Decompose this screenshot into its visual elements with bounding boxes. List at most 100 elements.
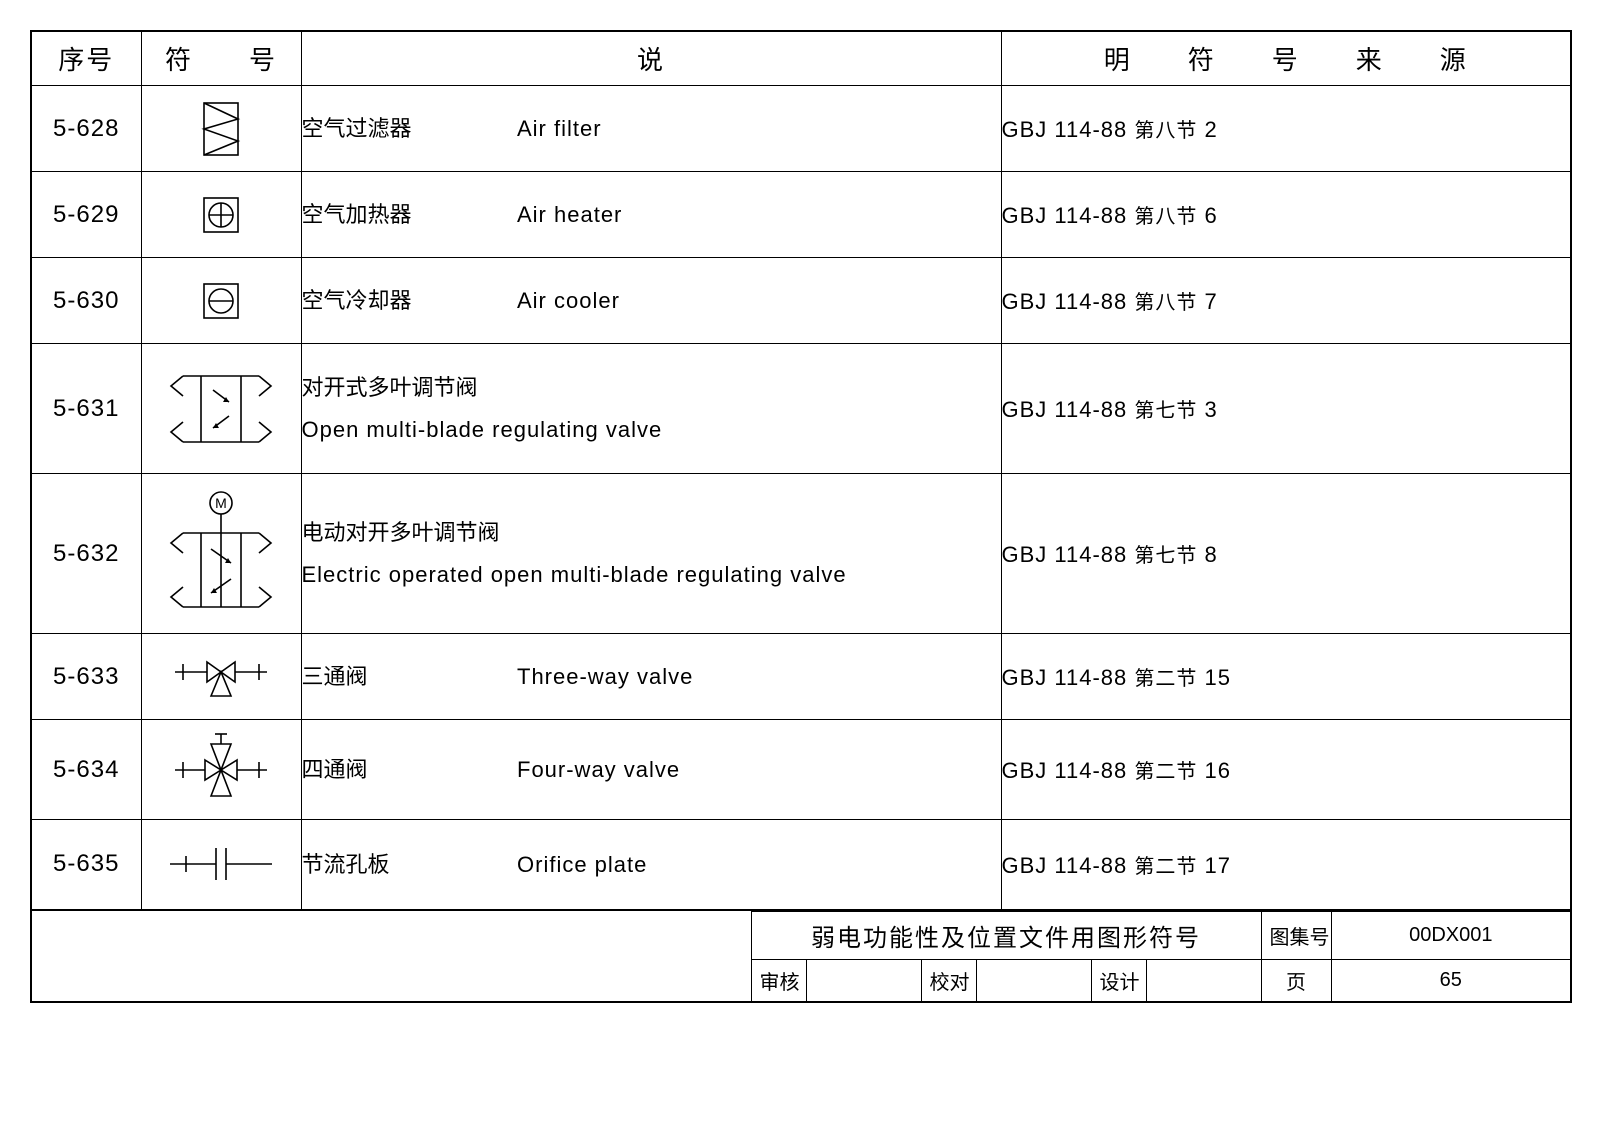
table-header-row: 序号 符 号 说 明 符 号 来 源: [31, 31, 1571, 86]
row-index: 5-634: [31, 720, 141, 820]
row-source: GBJ 114-88 第八节 7: [1001, 258, 1571, 344]
src-section: 第八节: [1134, 292, 1197, 314]
row-index: 5-630: [31, 258, 141, 344]
table-row: 5-635 节流孔板 Orifice plateGBJ 114-88 第二节 1…: [31, 820, 1571, 910]
src-code: GBJ 114-88: [1002, 542, 1128, 567]
row-description: 空气加热器 Air heater: [301, 172, 1001, 258]
row-index: 5-629: [31, 172, 141, 258]
row-source: GBJ 114-88 第八节 2: [1001, 86, 1571, 172]
src-num: 8: [1205, 542, 1218, 567]
src-section: 第二节: [1134, 761, 1197, 783]
src-code: GBJ 114-88: [1002, 117, 1128, 142]
src-num: 6: [1205, 203, 1218, 228]
desc-en: Air cooler: [517, 282, 620, 319]
row-source: GBJ 114-88 第二节 15: [1001, 634, 1571, 720]
table-row: 5-631 对开式多叶调节阀 Open multi-blade regulatin…: [31, 344, 1571, 474]
row-index: 5-632: [31, 474, 141, 634]
row-source: GBJ 114-88 第二节 16: [1001, 720, 1571, 820]
set-value: 00DX001: [1331, 911, 1571, 959]
desc-en: Electric operated open multi-blade regul…: [302, 556, 1001, 593]
src-section: 第二节: [1134, 856, 1197, 878]
desc-en: Air filter: [517, 110, 602, 147]
row-description: 空气过滤器 Air filter: [301, 86, 1001, 172]
page-label: 页: [1261, 959, 1331, 1002]
row-symbol: [141, 258, 301, 344]
row-description: 电动对开多叶调节阀 Electric operated open multi-bl…: [301, 474, 1001, 634]
review-label: 审核: [751, 959, 806, 1002]
desc-cn: 空气过滤器: [302, 110, 452, 147]
src-code: GBJ 114-88: [1002, 397, 1128, 422]
src-code: GBJ 114-88: [1002, 203, 1128, 228]
check-value: [976, 959, 1091, 1002]
desc-cn: 四通阀: [302, 751, 452, 788]
svg-text:M: M: [215, 495, 227, 511]
row-index: 5-628: [31, 86, 141, 172]
desc-en: Air heater: [517, 196, 622, 233]
desc-en: Orifice plate: [517, 846, 647, 883]
check-label: 校对: [921, 959, 976, 1002]
row-description: 空气冷却器 Air cooler: [301, 258, 1001, 344]
set-label: 图集号: [1261, 911, 1331, 959]
desc-cn: 电动对开多叶调节阀: [302, 514, 1001, 551]
design-label: 设计: [1091, 959, 1146, 1002]
row-description: 三通阀 Three-way valve: [301, 634, 1001, 720]
src-num: 16: [1205, 758, 1231, 783]
desc-cn: 节流孔板: [302, 846, 452, 883]
desc-cn: 空气加热器: [302, 196, 452, 233]
desc-cn: 三通阀: [302, 658, 452, 695]
desc-en: Three-way valve: [517, 658, 693, 695]
row-description: 对开式多叶调节阀 Open multi-blade regulating valv…: [301, 344, 1001, 474]
row-symbol: [141, 86, 301, 172]
header-desc: 说: [301, 31, 1001, 86]
src-num: 2: [1205, 117, 1218, 142]
row-source: GBJ 114-88 第七节 8: [1001, 474, 1571, 634]
row-source: GBJ 114-88 第七节 3: [1001, 344, 1571, 474]
src-section: 第八节: [1134, 120, 1197, 142]
symbol-table: 序号 符 号 说 明 符 号 来 源 5-628 空气过滤器 Air filte…: [30, 30, 1572, 911]
row-symbol: [141, 720, 301, 820]
table-row: 5-630 空气冷却器 Air coolerGBJ 114-88 第八节 7: [31, 258, 1571, 344]
table-row: 5-632 M 电动对开多叶调节阀 Electric operated open …: [31, 474, 1571, 634]
row-source: GBJ 114-88 第八节 6: [1001, 172, 1571, 258]
src-code: GBJ 114-88: [1002, 289, 1128, 314]
row-symbol: [141, 820, 301, 910]
row-index: 5-631: [31, 344, 141, 474]
row-symbol: [141, 344, 301, 474]
design-value: [1146, 959, 1261, 1002]
row-description: 节流孔板 Orifice plate: [301, 820, 1001, 910]
table-row: 5-634 四通阀 Four-way valveGBJ 114-88 第二节 1…: [31, 720, 1571, 820]
table-row: 5-633 三通阀 Three-way valveGBJ 114-88 第二节 …: [31, 634, 1571, 720]
row-index: 5-635: [31, 820, 141, 910]
src-num: 17: [1205, 853, 1231, 878]
src-code: GBJ 114-88: [1002, 853, 1128, 878]
desc-cn: 对开式多叶调节阀: [302, 369, 1001, 406]
desc-en: Open multi-blade regulating valve: [302, 411, 1001, 448]
src-section: 第二节: [1134, 668, 1197, 690]
header-symbol: 符 号: [141, 31, 301, 86]
src-code: GBJ 114-88: [1002, 758, 1128, 783]
desc-en: Four-way valve: [517, 751, 680, 788]
row-symbol: [141, 172, 301, 258]
src-num: 15: [1205, 665, 1231, 690]
header-source: 明 符 号 来 源: [1001, 31, 1571, 86]
desc-cn: 空气冷却器: [302, 282, 452, 319]
src-num: 7: [1205, 289, 1218, 314]
row-description: 四通阀 Four-way valve: [301, 720, 1001, 820]
drawing-title: 弱电功能性及位置文件用图形符号: [751, 911, 1261, 959]
header-index: 序号: [31, 31, 141, 86]
review-value: [806, 959, 921, 1002]
row-index: 5-633: [31, 634, 141, 720]
table-row: 5-628 空气过滤器 Air filterGBJ 114-88 第八节 2: [31, 86, 1571, 172]
src-section: 第七节: [1134, 545, 1197, 567]
row-symbol: M: [141, 474, 301, 634]
title-block: 弱电功能性及位置文件用图形符号 图集号 00DX001 审核 校对 设计 页 6…: [30, 911, 1572, 1003]
page-value: 65: [1331, 959, 1571, 1002]
src-section: 第八节: [1134, 206, 1197, 228]
row-source: GBJ 114-88 第二节 17: [1001, 820, 1571, 910]
drawing-sheet: 序号 符 号 说 明 符 号 来 源 5-628 空气过滤器 Air filte…: [30, 30, 1570, 1003]
src-section: 第七节: [1134, 400, 1197, 422]
row-symbol: [141, 634, 301, 720]
src-code: GBJ 114-88: [1002, 665, 1128, 690]
src-num: 3: [1205, 397, 1218, 422]
table-row: 5-629 空气加热器 Air heaterGBJ 114-88 第八节 6: [31, 172, 1571, 258]
